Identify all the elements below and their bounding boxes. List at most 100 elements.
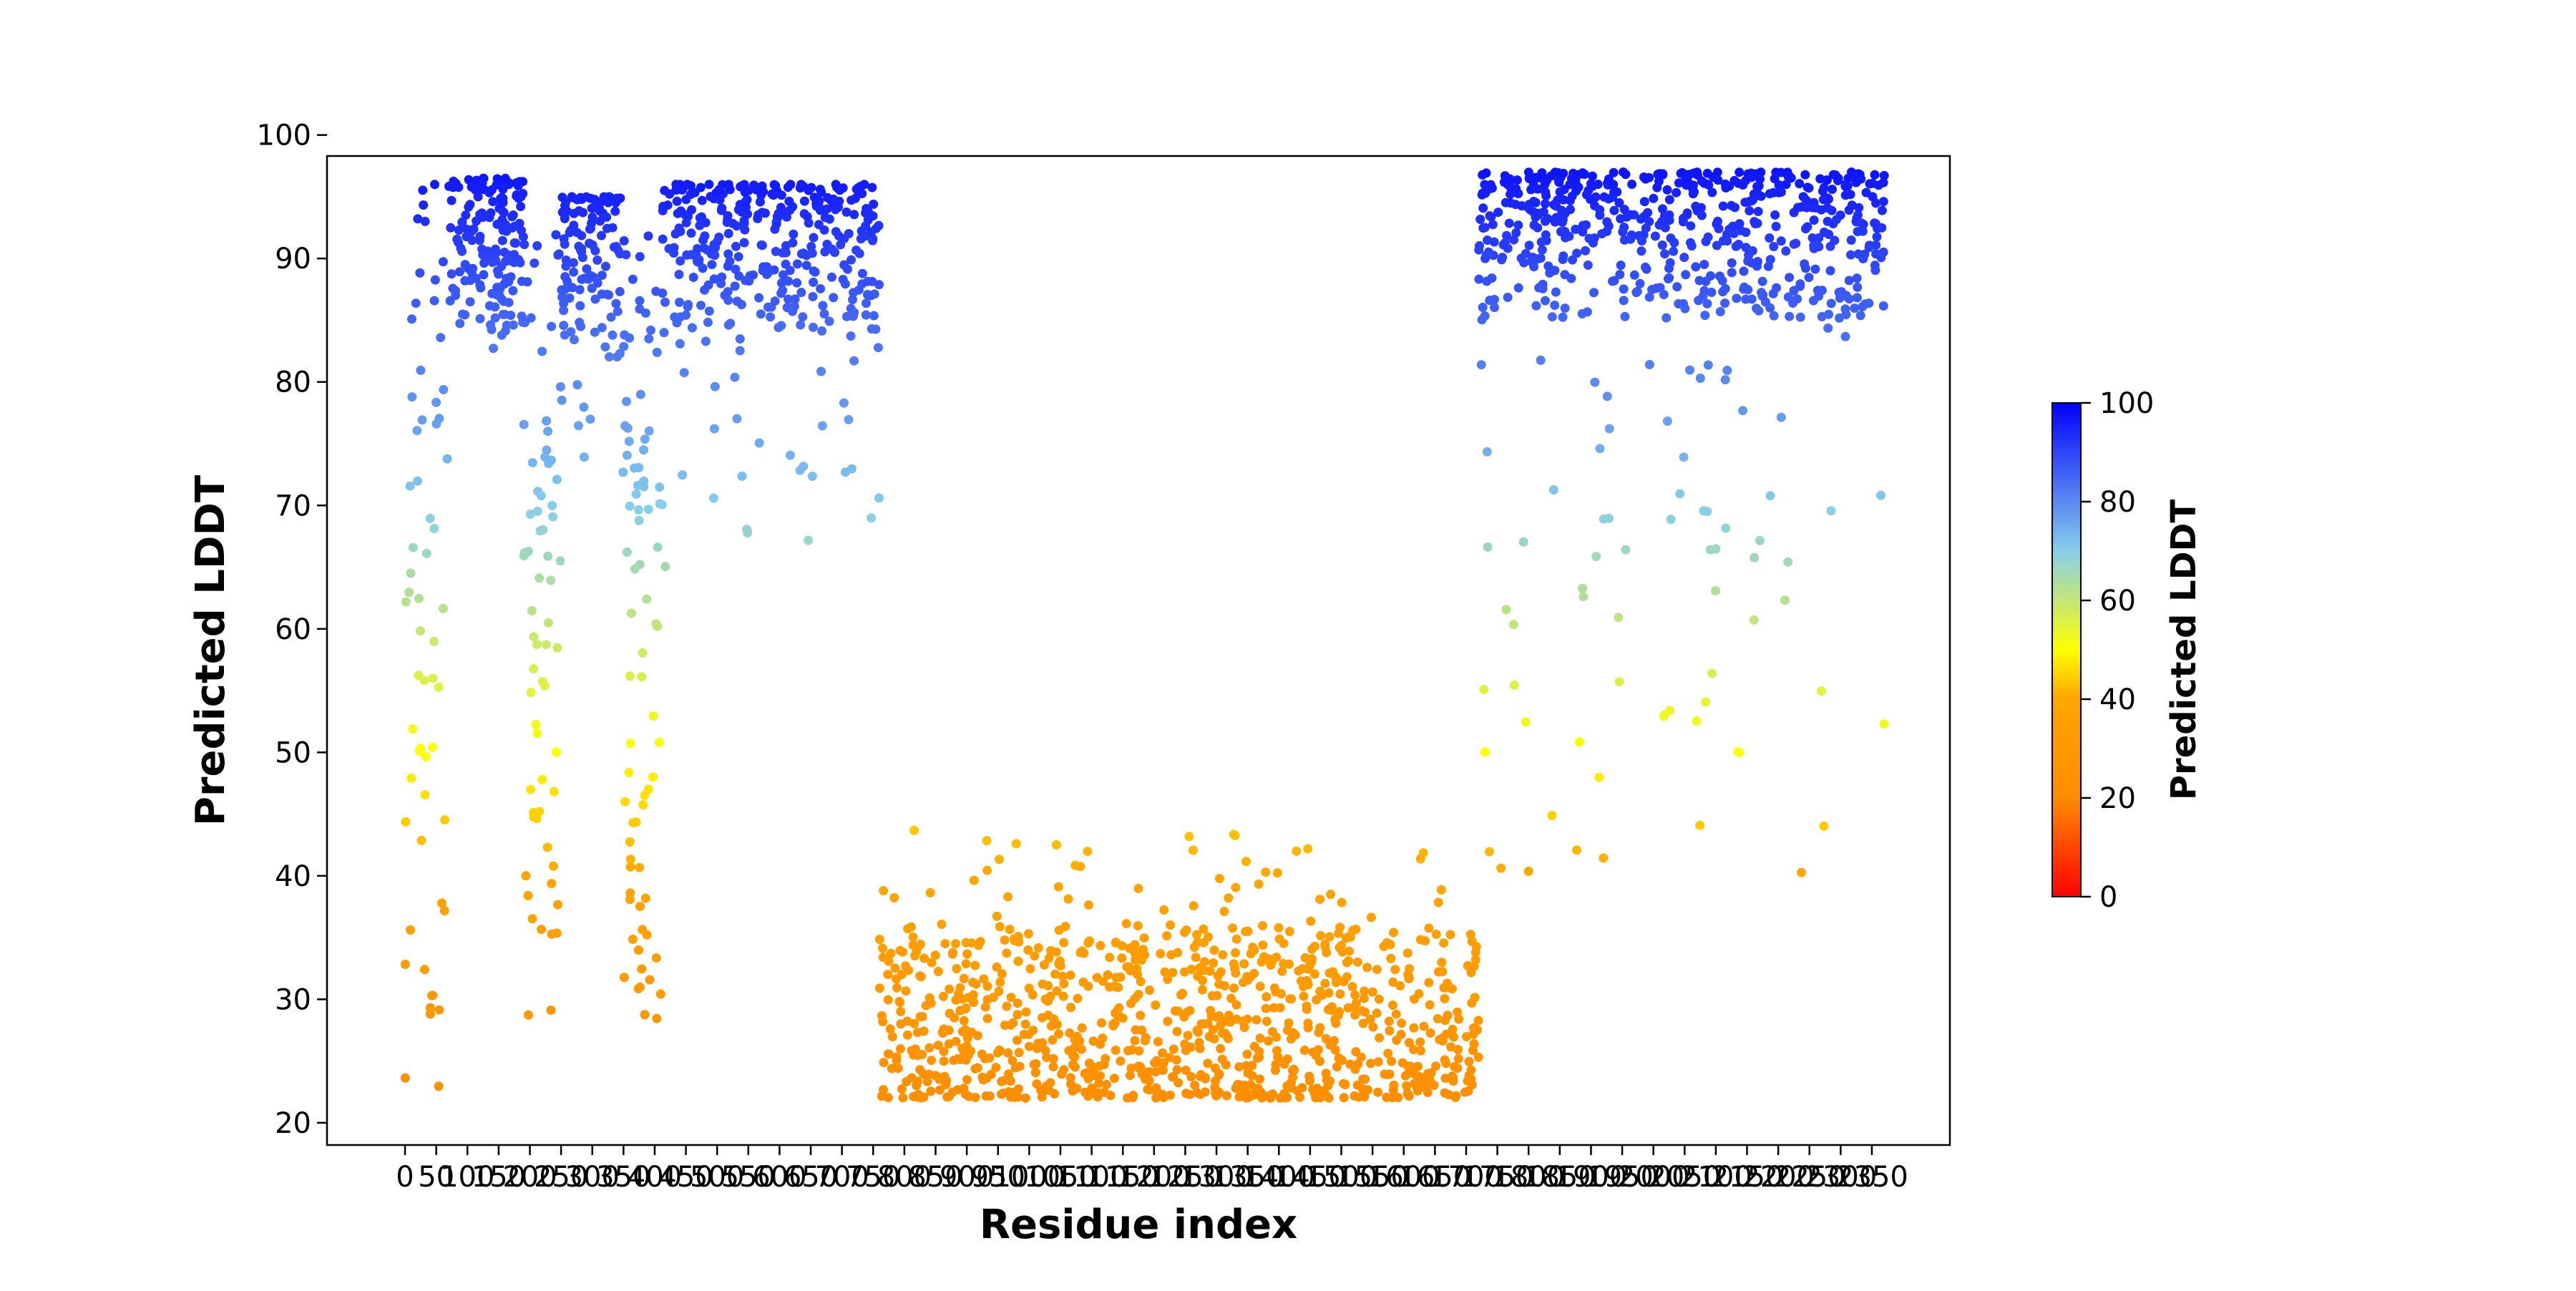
data-point bbox=[675, 256, 686, 266]
data-point bbox=[429, 636, 439, 646]
data-point bbox=[508, 320, 518, 330]
data-point bbox=[1755, 535, 1765, 545]
data-point bbox=[850, 193, 860, 203]
data-point bbox=[658, 288, 668, 298]
data-point bbox=[542, 445, 552, 455]
data-point bbox=[1483, 235, 1493, 245]
data-point bbox=[1722, 236, 1732, 246]
data-point bbox=[1096, 940, 1106, 950]
data-point bbox=[1439, 983, 1449, 993]
data-point bbox=[1474, 274, 1484, 284]
data-point bbox=[1111, 1046, 1121, 1056]
data-point bbox=[1686, 221, 1696, 231]
data-point bbox=[622, 547, 632, 557]
data-point bbox=[982, 865, 992, 875]
data-point bbox=[1641, 223, 1651, 233]
data-point bbox=[1439, 938, 1449, 948]
data-point bbox=[569, 258, 578, 268]
data-point bbox=[1080, 1087, 1090, 1097]
data-point bbox=[457, 246, 467, 256]
data-point bbox=[585, 224, 595, 234]
data-point bbox=[1279, 959, 1289, 969]
data-point bbox=[849, 288, 859, 298]
data-point bbox=[1438, 967, 1448, 977]
data-point bbox=[810, 267, 820, 277]
data-point bbox=[1226, 993, 1236, 1003]
data-point bbox=[1366, 1058, 1375, 1068]
data-point bbox=[615, 287, 625, 296]
data-point bbox=[1367, 987, 1377, 997]
data-point bbox=[1547, 811, 1557, 820]
data-point bbox=[1478, 303, 1488, 312]
data-point bbox=[1877, 205, 1887, 215]
data-point bbox=[608, 330, 618, 340]
data-point bbox=[1274, 934, 1284, 944]
data-point bbox=[1641, 264, 1652, 274]
data-point bbox=[625, 854, 635, 864]
data-point bbox=[625, 837, 635, 847]
data-point bbox=[814, 220, 824, 230]
data-point bbox=[1020, 1093, 1030, 1103]
data-point bbox=[1852, 273, 1862, 283]
data-point bbox=[1741, 228, 1751, 238]
data-point bbox=[892, 974, 901, 984]
data-point bbox=[672, 196, 682, 206]
data-point bbox=[1870, 170, 1880, 180]
data-point bbox=[1174, 1078, 1184, 1088]
data-point bbox=[1702, 168, 1712, 178]
data-point bbox=[1635, 278, 1645, 288]
data-point bbox=[1059, 1065, 1069, 1075]
data-point bbox=[1631, 288, 1641, 298]
data-point bbox=[786, 180, 796, 190]
data-point bbox=[1771, 221, 1781, 231]
data-point bbox=[1795, 312, 1805, 322]
data-point bbox=[1486, 212, 1496, 222]
x-tick-label: 2100 bbox=[1679, 1161, 1752, 1194]
data-point bbox=[710, 381, 720, 391]
data-point bbox=[1747, 172, 1757, 182]
data-point bbox=[557, 395, 567, 405]
data-point bbox=[555, 382, 565, 391]
data-point bbox=[479, 270, 489, 280]
data-point bbox=[1156, 949, 1166, 959]
data-point bbox=[1389, 927, 1398, 937]
data-point bbox=[1405, 964, 1414, 974]
data-point bbox=[1682, 208, 1692, 218]
data-point bbox=[561, 255, 571, 265]
data-point bbox=[663, 200, 673, 210]
data-point bbox=[1077, 1044, 1086, 1054]
data-point bbox=[625, 739, 635, 749]
data-point bbox=[1620, 311, 1630, 321]
data-point bbox=[407, 314, 416, 324]
data-point bbox=[635, 902, 645, 912]
data-point bbox=[675, 312, 686, 322]
data-point bbox=[1000, 935, 1010, 945]
data-point bbox=[1302, 1004, 1312, 1014]
data-point bbox=[1072, 1031, 1082, 1041]
data-point bbox=[1543, 214, 1553, 223]
data-point bbox=[1262, 1016, 1272, 1026]
data-point bbox=[601, 261, 610, 271]
data-point bbox=[915, 971, 925, 981]
data-point bbox=[898, 947, 908, 957]
data-point bbox=[1374, 994, 1384, 1004]
data-point bbox=[994, 854, 1004, 864]
data-point bbox=[1485, 847, 1494, 857]
data-point bbox=[879, 1058, 889, 1068]
data-point bbox=[1388, 1000, 1397, 1010]
data-point bbox=[896, 1007, 906, 1016]
data-point bbox=[1386, 953, 1396, 963]
data-point bbox=[552, 643, 562, 653]
data-point bbox=[1686, 238, 1695, 248]
data-point bbox=[1583, 260, 1593, 270]
data-point bbox=[1743, 256, 1753, 266]
data-point bbox=[886, 948, 896, 958]
data-point bbox=[776, 190, 786, 200]
data-point bbox=[413, 214, 423, 224]
data-point bbox=[416, 835, 426, 845]
data-point bbox=[619, 236, 629, 245]
data-point bbox=[1379, 942, 1389, 952]
data-point bbox=[755, 197, 765, 207]
data-point bbox=[925, 888, 935, 897]
